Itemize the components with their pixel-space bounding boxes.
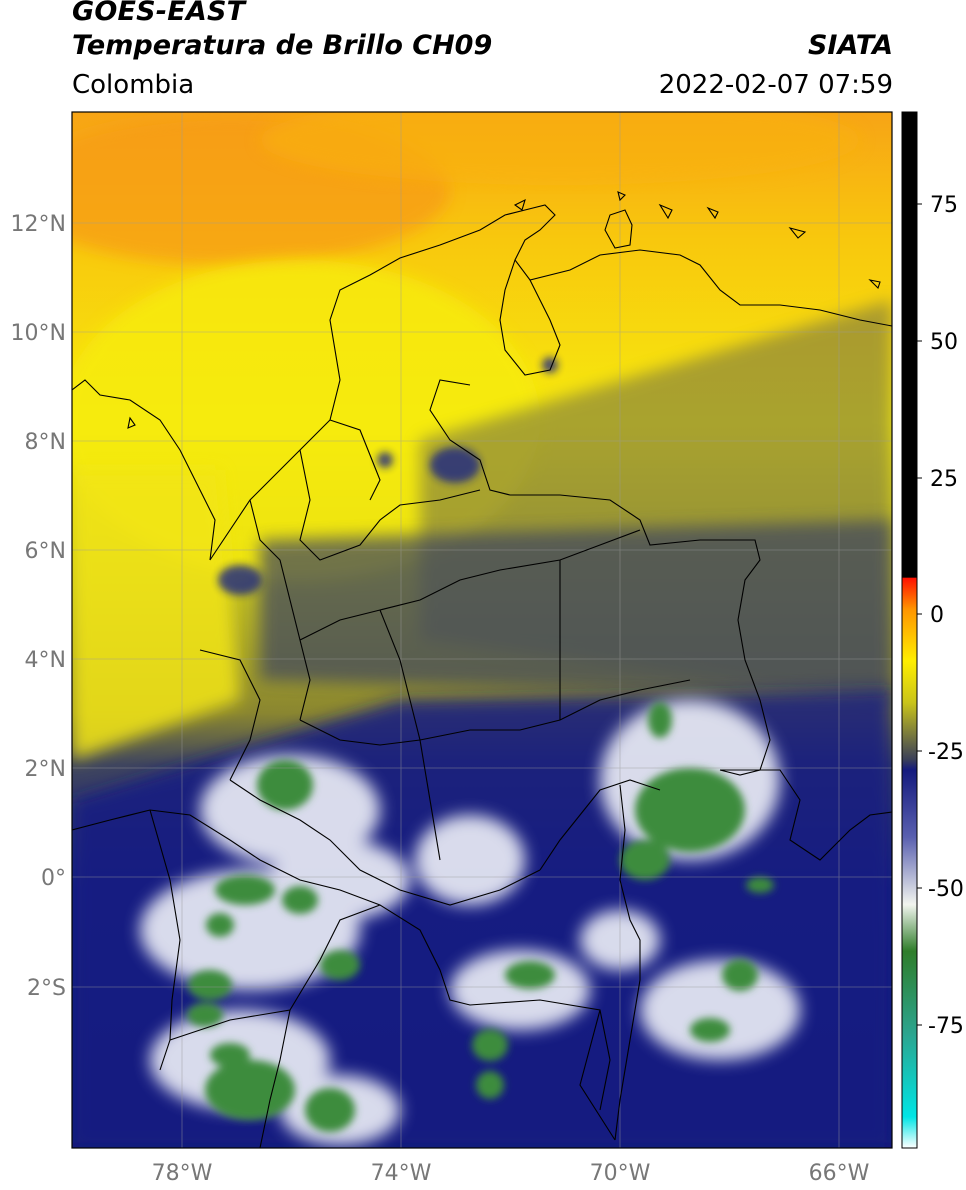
colorbar-tick-minus50: -50 [928, 877, 964, 902]
satellite-title: GOES-EAST [72, 0, 246, 27]
colorbar-tick-50: 50 [930, 330, 958, 355]
cold-cloud-cores [187, 702, 774, 1132]
datetime-label: 2022-02-07 07:59 [658, 70, 893, 100]
lon-label-74w: 74°W [371, 1161, 432, 1186]
colorbar-tick-25: 25 [930, 467, 958, 492]
lat-label-0: 0° [41, 866, 66, 891]
lat-label-12n: 12°N [11, 212, 66, 237]
lon-label-78w: 78°W [152, 1161, 213, 1186]
colorbar-tick-minus75: -75 [928, 1014, 964, 1039]
brightness-temperature-field [72, 112, 892, 1148]
colorbar-tick-0: 0 [930, 603, 944, 628]
lat-label-6n: 6°N [25, 539, 66, 564]
lat-label-4n: 4°N [25, 648, 66, 673]
graticule [72, 112, 892, 1148]
latitude-labels: 12°N 10°N 8°N 6°N 4°N 2°N 0° 2°S [11, 212, 66, 1001]
colorbar-tick-minus25: -25 [928, 740, 964, 765]
colorbar-tick-75: 75 [930, 193, 958, 218]
boundaries [72, 191, 892, 1148]
map-frame [71, 111, 893, 1149]
product-title: Temperatura de Brillo CH09 [72, 30, 493, 61]
colorbar: 75 50 25 0 -25 -50 -75 [901, 111, 964, 1149]
lat-label-2s: 2°S [27, 976, 66, 1001]
lon-label-70w: 70°W [590, 1161, 651, 1186]
lon-label-66w: 66°W [809, 1161, 870, 1186]
longitude-labels: 78°W 74°W 70°W 66°W [152, 1161, 870, 1186]
lat-label-8n: 8°N [25, 430, 66, 455]
lat-label-2n: 2°N [25, 757, 66, 782]
brand-label: SIATA [807, 30, 893, 61]
region-label: Colombia [72, 70, 195, 100]
lat-label-10n: 10°N [11, 321, 66, 346]
